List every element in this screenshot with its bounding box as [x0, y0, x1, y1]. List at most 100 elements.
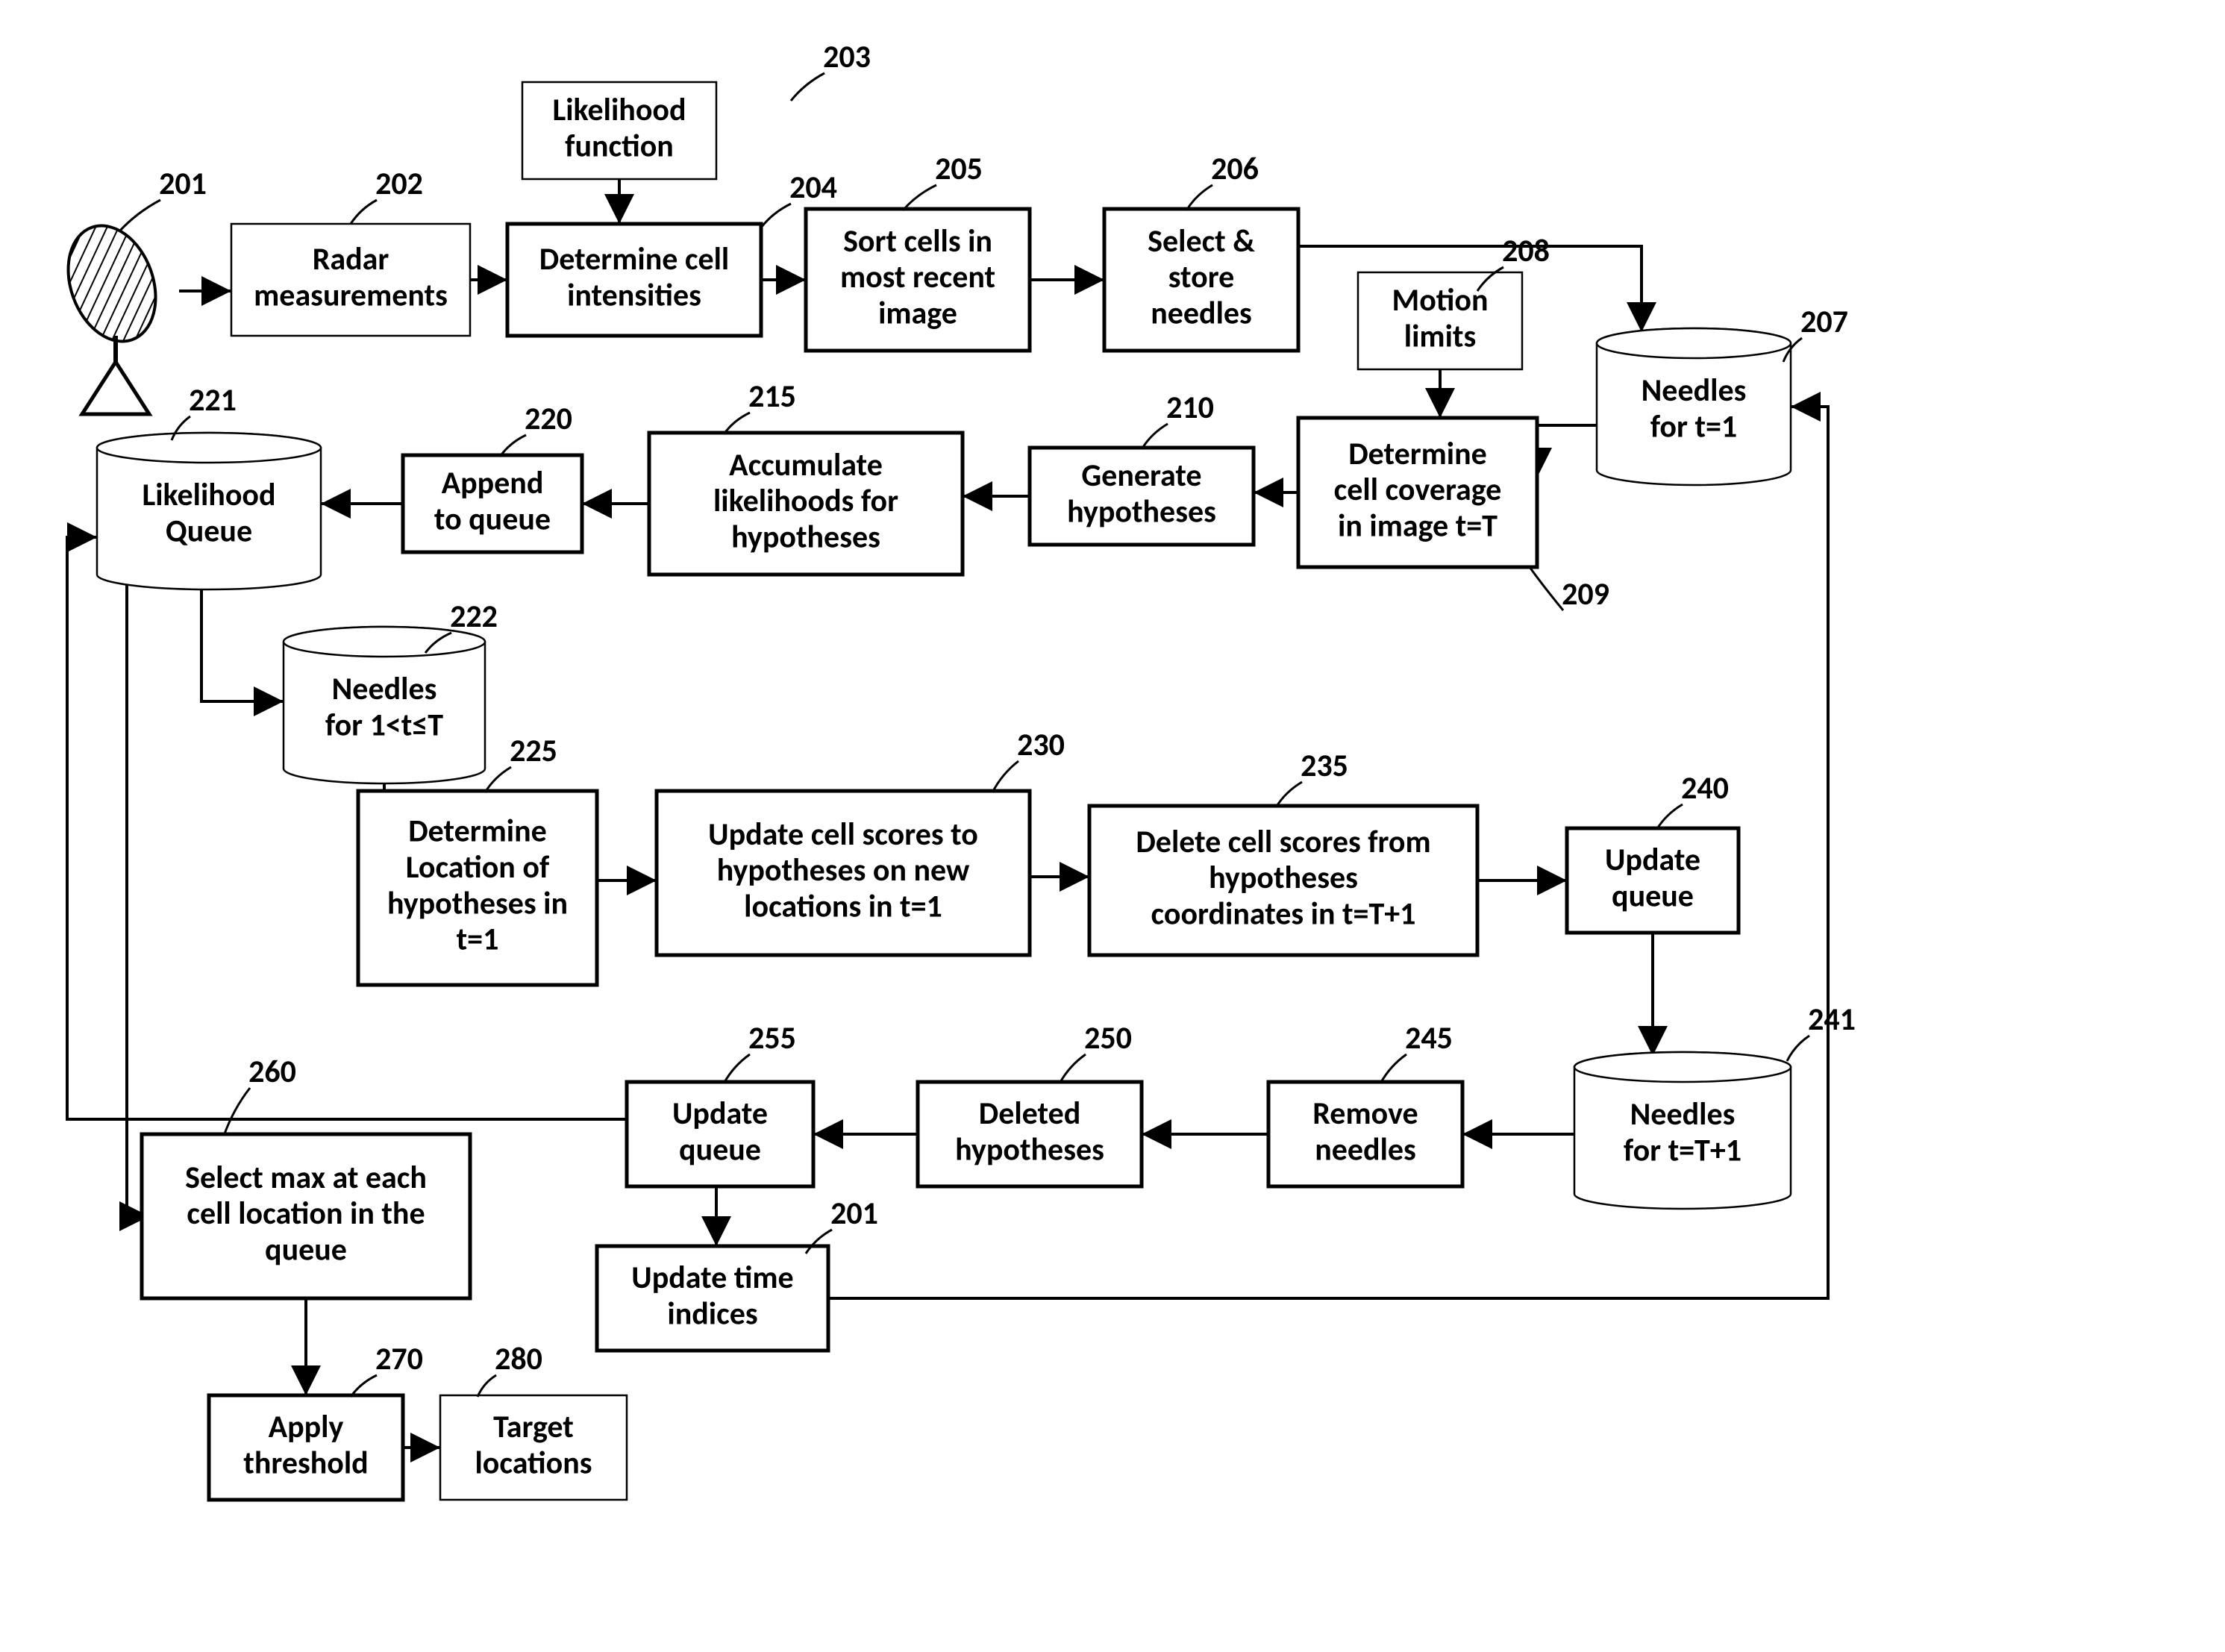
ref-number: 221 [189, 381, 237, 419]
node-label-line: locations [475, 1444, 592, 1482]
node-label-line: Determine [408, 813, 547, 851]
ref-leader [724, 1054, 750, 1083]
ref-number: 202 [375, 165, 423, 203]
ref-number: 280 [495, 1340, 542, 1378]
node-n207: Needlesfor t=1 [1597, 328, 1791, 485]
node-n221: LikelihoodQueue [97, 433, 321, 589]
ref-leader [992, 761, 1018, 792]
node-n241: Needlesfor t=T+1 [1574, 1052, 1791, 1209]
node-label-line: Append [442, 464, 544, 502]
ref-number: 240 [1681, 769, 1729, 807]
node-label-line: in image t=T [1338, 507, 1498, 545]
ref-number: 203 [823, 38, 871, 76]
ref-leader [485, 767, 511, 792]
node-label-line: Needles [332, 670, 437, 708]
node-label-line: to queue [434, 500, 551, 538]
node-label-line: needles [1315, 1130, 1416, 1168]
node-label-line: Apply [269, 1408, 344, 1446]
node-n225: DetermineLocation ofhypotheses int=1 [358, 791, 597, 985]
node-label-line: most recent [840, 258, 995, 296]
node-label-line: hypotheses [1067, 492, 1216, 531]
node-n250: Deletedhypotheses [918, 1082, 1142, 1186]
node-label-line: Determine cell [539, 240, 729, 278]
node-label-line: threshold [243, 1444, 368, 1482]
node-label-line: Select & [1148, 222, 1255, 260]
datastore-cylinder-top [97, 433, 321, 463]
flowchart-diagram: RadarmeasurementsLikelihoodfunctionDeter… [0, 0, 2225, 1652]
radar-base [82, 362, 149, 414]
edge-6 [1537, 425, 1597, 478]
ref-number: 201 [159, 165, 207, 203]
node-label-line: Update cell scores to [708, 816, 978, 854]
node-label-line: cell location in the [187, 1195, 425, 1233]
ref-leader [761, 204, 791, 228]
node-label-line: intensities [567, 276, 701, 314]
node-label-line: Remove [1312, 1095, 1418, 1133]
ref-leader [119, 200, 160, 231]
node-label-line: Likelihood [142, 476, 275, 514]
ref-leader [1656, 804, 1683, 830]
node-n220: Appendto queue [403, 455, 582, 552]
ref-number: 241 [1808, 1001, 1856, 1039]
ref-number: 222 [450, 598, 498, 636]
ref-number: 208 [1502, 232, 1550, 270]
node-n215: Accumulatelikelihoods forhypotheses [649, 433, 963, 575]
node-label-line: Location of [406, 848, 550, 886]
node-n222: Needlesfor 1<t≤T [284, 627, 485, 783]
node-label-line: Needles [1642, 372, 1747, 410]
ref-leader [351, 200, 377, 224]
ref-leader [478, 1375, 496, 1397]
node-n202: Radarmeasurements [231, 224, 470, 336]
node-label-line: Update [1605, 841, 1700, 879]
ref-leader [1186, 185, 1212, 210]
node-n230: Update cell scores tohypotheses on newlo… [657, 791, 1030, 955]
node-n280: Targetlocations [440, 1395, 627, 1500]
ref-number: 230 [1017, 726, 1065, 764]
datastore-cylinder-top [1597, 328, 1791, 358]
ref-leader [1380, 1054, 1406, 1083]
ref-number: 225 [510, 732, 557, 770]
node-label-line: Sort cells in [843, 222, 992, 260]
ref-number: 220 [525, 400, 572, 438]
node-label-line: locations in t=1 [744, 887, 942, 925]
node-label-line: Radar [313, 240, 389, 278]
ref-number: 260 [248, 1053, 296, 1091]
node-label-line: limits [1404, 317, 1476, 355]
node-label-line: needles [1151, 294, 1252, 332]
node-label-line: queue [679, 1130, 761, 1168]
node-label-line: cell coverage [1334, 471, 1502, 509]
node-label-line: measurements [254, 276, 448, 314]
ref-number: 206 [1211, 150, 1259, 188]
node-label-line: for t=1 [1650, 407, 1737, 445]
ref-number: 205 [935, 150, 983, 188]
node-n255: Updatequeue [627, 1082, 813, 1186]
node-label-line: hypotheses in [387, 884, 568, 922]
node-label-line: coordinates in t=T+1 [1151, 895, 1416, 933]
ref-number: 210 [1166, 389, 1214, 427]
edge-12 [201, 575, 284, 701]
ref-leader [1142, 424, 1168, 449]
node-label-line: Motion [1392, 281, 1489, 319]
node-label-line: indices [667, 1295, 757, 1333]
node-label-line: Likelihood [552, 91, 686, 129]
ref-leader [1530, 567, 1563, 610]
ref-leader [903, 185, 936, 210]
ref-number: 215 [748, 378, 796, 416]
node-n203: Likelihoodfunction [522, 82, 716, 179]
node-label-line: likelihoods for [713, 482, 898, 520]
node-label-line: Generate [1081, 457, 1201, 495]
ref-number: 235 [1301, 747, 1348, 785]
node-label-line: Deleted [979, 1095, 1081, 1133]
node-n208: Motionlimits [1358, 272, 1522, 369]
node-n210: Generatehypotheses [1030, 448, 1254, 545]
node-n235: Delete cell scores fromhypothesescoordin… [1089, 806, 1477, 955]
node-label-line: Determine [1348, 435, 1487, 473]
node-label-line: hypotheses on new [717, 851, 970, 889]
ref-number: 255 [748, 1019, 796, 1057]
radar-dish-icon [53, 213, 171, 354]
node-label-line: Update time [631, 1259, 793, 1297]
node-n270: Applythreshold [209, 1395, 403, 1500]
node-label-line: hypotheses [731, 518, 880, 556]
ref-leader [1276, 782, 1302, 807]
node-label-line: function [565, 127, 674, 165]
